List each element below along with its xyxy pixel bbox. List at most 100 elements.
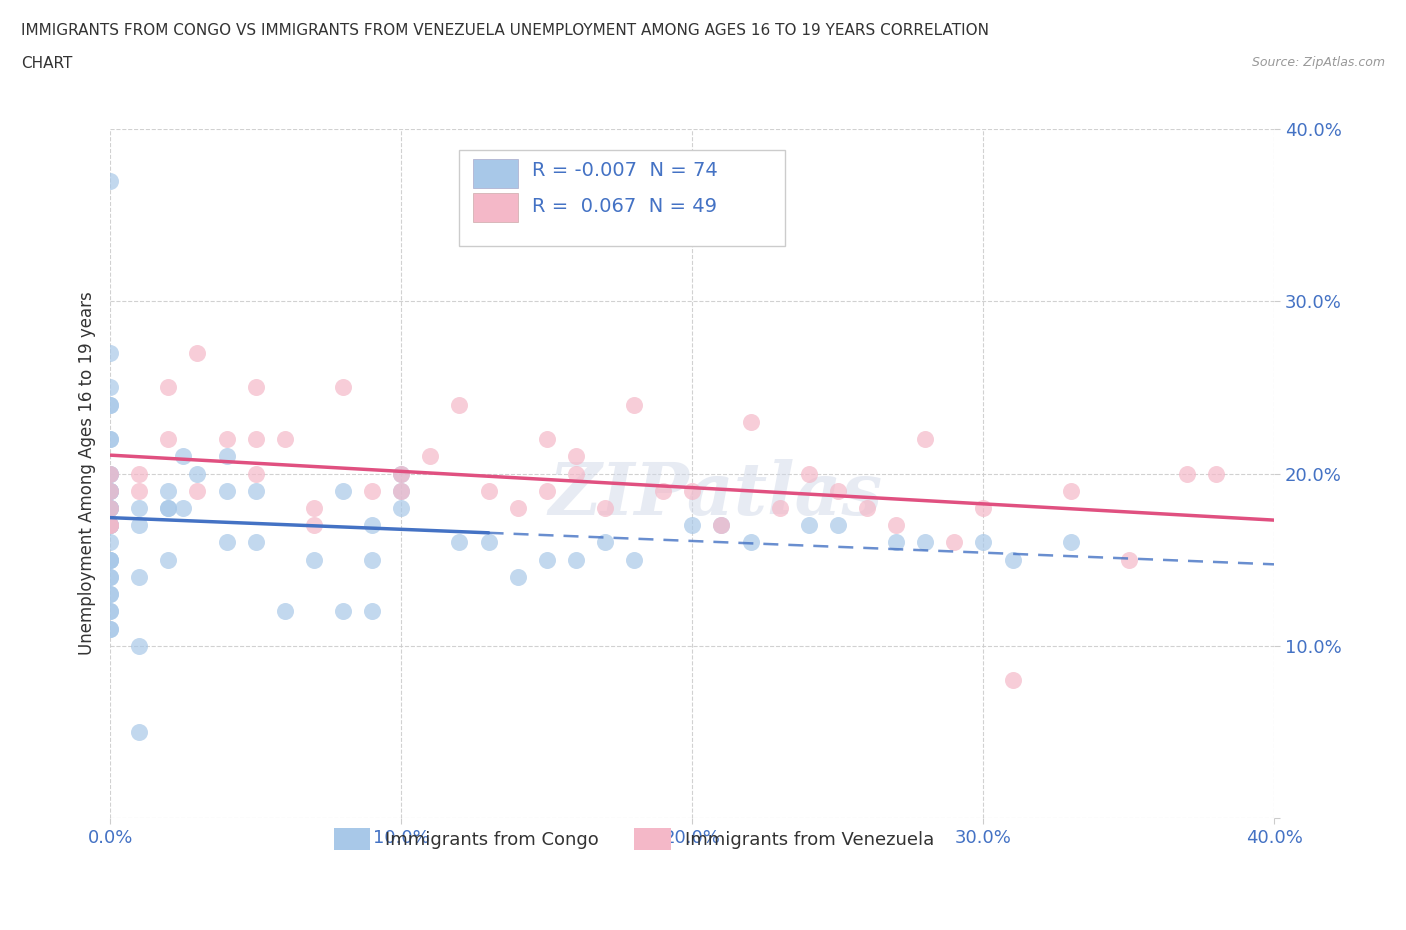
Point [593, 535, 616, 550]
Point [1205, 466, 1227, 481]
Point [98, 484, 121, 498]
Point [157, 500, 180, 515]
Point [98, 535, 121, 550]
Point [536, 432, 558, 446]
Point [856, 500, 879, 515]
Point [98, 587, 121, 602]
Point [98, 466, 121, 481]
Point [98, 552, 121, 567]
Point [361, 518, 384, 533]
Point [98, 500, 121, 515]
Point [361, 604, 384, 618]
Point [98, 484, 121, 498]
Point [128, 724, 150, 739]
Point [128, 638, 150, 653]
Point [536, 484, 558, 498]
Point [98, 484, 121, 498]
Point [419, 449, 441, 464]
Point [245, 432, 267, 446]
Point [593, 500, 616, 515]
Point [98, 500, 121, 515]
Y-axis label: Unemployment Among Ages 16 to 19 years: Unemployment Among Ages 16 to 19 years [79, 292, 96, 656]
Point [1001, 672, 1024, 687]
Point [302, 518, 325, 533]
Point [797, 518, 820, 533]
Point [389, 500, 412, 515]
Point [1001, 552, 1024, 567]
Point [1175, 466, 1198, 481]
Point [274, 604, 297, 618]
Point [914, 535, 936, 550]
Text: CHART: CHART [21, 56, 73, 71]
Point [98, 569, 121, 584]
Point [972, 500, 994, 515]
Point [245, 380, 267, 395]
Point [215, 484, 238, 498]
Point [740, 415, 762, 430]
Point [98, 552, 121, 567]
Text: ZIPatlas: ZIPatlas [548, 458, 883, 530]
Point [98, 432, 121, 446]
Point [681, 518, 703, 533]
Point [98, 466, 121, 481]
Point [943, 535, 966, 550]
Point [98, 380, 121, 395]
Point [884, 518, 907, 533]
Point [245, 484, 267, 498]
Point [98, 345, 121, 360]
Point [332, 484, 354, 498]
Point [186, 484, 208, 498]
Point [506, 500, 529, 515]
Point [302, 500, 325, 515]
Point [1060, 484, 1083, 498]
Point [389, 466, 412, 481]
Point [361, 484, 384, 498]
Point [98, 518, 121, 533]
Point [157, 552, 180, 567]
Point [215, 449, 238, 464]
Point [797, 466, 820, 481]
Point [652, 484, 675, 498]
Point [98, 484, 121, 498]
Point [710, 518, 733, 533]
Point [245, 535, 267, 550]
Point [98, 604, 121, 618]
Point [332, 604, 354, 618]
Text: R = -0.007  N = 74: R = -0.007 N = 74 [531, 161, 717, 179]
Point [972, 535, 994, 550]
Point [98, 518, 121, 533]
Point [389, 484, 412, 498]
Point [827, 484, 849, 498]
Point [98, 173, 121, 188]
Point [477, 484, 499, 498]
Point [681, 484, 703, 498]
Point [449, 535, 471, 550]
Point [186, 345, 208, 360]
Point [98, 552, 121, 567]
Point [98, 587, 121, 602]
Text: R =  0.067  N = 49: R = 0.067 N = 49 [531, 196, 717, 216]
Point [172, 449, 194, 464]
Point [274, 432, 297, 446]
Point [769, 500, 792, 515]
Point [172, 500, 194, 515]
Text: Source: ZipAtlas.com: Source: ZipAtlas.com [1251, 56, 1385, 69]
Point [477, 535, 499, 550]
Point [98, 397, 121, 412]
Point [98, 621, 121, 636]
FancyBboxPatch shape [460, 150, 786, 246]
Point [565, 466, 588, 481]
Point [506, 569, 529, 584]
Point [215, 432, 238, 446]
Point [157, 432, 180, 446]
Text: IMMIGRANTS FROM CONGO VS IMMIGRANTS FROM VENEZUELA UNEMPLOYMENT AMONG AGES 16 TO: IMMIGRANTS FROM CONGO VS IMMIGRANTS FROM… [21, 23, 988, 38]
Point [128, 500, 150, 515]
Point [536, 552, 558, 567]
Point [98, 621, 121, 636]
Point [1060, 535, 1083, 550]
Point [389, 466, 412, 481]
Point [710, 518, 733, 533]
Point [565, 449, 588, 464]
Point [449, 397, 471, 412]
Point [157, 500, 180, 515]
